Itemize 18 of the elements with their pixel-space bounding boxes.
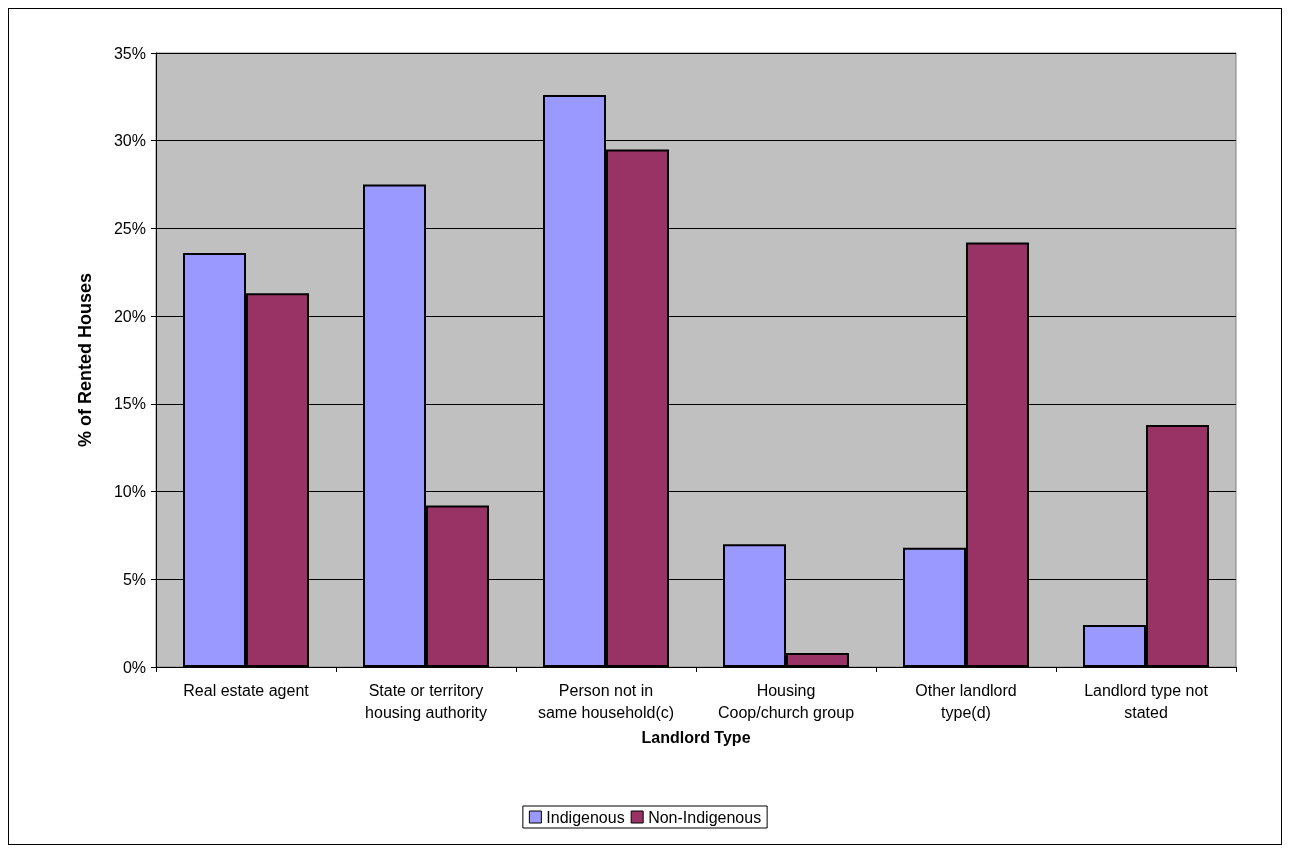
x-tick-label: State or territory housing authority [365,681,487,721]
x-tick-label: Person not in same household(c) [537,681,675,721]
y-tick-label: 30% [113,132,146,150]
x-tick-label: Real estate agent [183,681,310,699]
y-tick-label: 5% [122,570,146,588]
y-tick-label: 25% [113,219,146,237]
x-axis-title: Landlord Type [641,728,751,746]
x-tick-label: Landlord type not stated [1084,681,1209,721]
x-tick-label: Other landlord type(d) [915,681,1017,721]
legend-label: Non-Indigenous [648,808,762,826]
y-tick-label: 20% [113,307,146,325]
y-axis-title: % of Rented Houses [75,272,95,448]
y-tick-label: 35% [113,44,146,62]
y-tick-label: 15% [113,395,146,413]
y-tick-label: 10% [113,483,146,501]
y-tick-label: 0% [122,658,146,676]
legend-label: Indigenous [546,808,625,826]
x-tick-label: Housing Coop/church group [717,681,855,721]
